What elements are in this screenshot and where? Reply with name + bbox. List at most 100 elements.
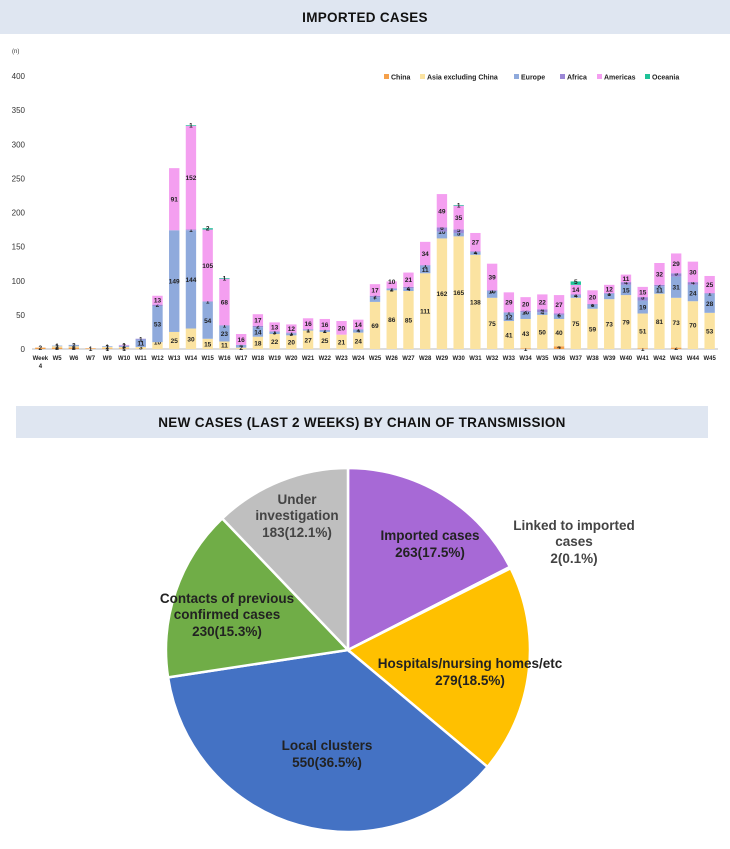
bar-value-label: 24	[355, 338, 363, 345]
bar-value-label: 40	[555, 330, 563, 337]
bar-segment-europe	[704, 293, 715, 313]
bar-segment-asia-excluding-china	[135, 346, 146, 349]
legend-label: Africa	[567, 75, 587, 82]
x-tick-label: W11	[135, 356, 148, 362]
bar-value-label: 79	[622, 320, 630, 327]
bar-segment-africa	[319, 329, 330, 331]
x-tick-label: W10	[118, 356, 131, 362]
bar-segment-china	[35, 347, 46, 349]
bar-segment-africa	[587, 303, 598, 305]
bar-value-label: 1	[223, 276, 227, 283]
bar-segment-europe	[637, 300, 648, 314]
bar-segment-asia-excluding-china	[570, 297, 581, 349]
x-tick-label: W24	[352, 356, 365, 362]
x-tick-label: W41	[637, 356, 650, 362]
bar-segment-americas	[486, 263, 498, 291]
bar-value-label: 4	[356, 327, 360, 334]
bar-value-label: 75	[489, 321, 497, 328]
bar-value-label: 91	[171, 197, 179, 204]
bar-segment-americas	[436, 194, 448, 228]
bar-segment-asia-excluding-china	[420, 273, 431, 349]
bar-segment-asia-excluding-china	[286, 335, 297, 349]
x-tick-label: W31	[469, 356, 482, 362]
bar-value-label: 11	[422, 267, 429, 274]
bar-segment-europe	[353, 329, 364, 333]
x-tick-label: W17	[235, 356, 248, 362]
bar-value-label: 2	[674, 345, 678, 352]
bar-value-label: 24	[689, 291, 697, 298]
y-tick-label: 0	[21, 345, 26, 354]
bar-value-label: 2	[122, 343, 126, 350]
bar-segment-europe	[620, 284, 632, 296]
bar-segment-africa	[386, 288, 397, 289]
bar-value-label: 16	[321, 322, 329, 329]
bar-segment-oceania	[219, 278, 230, 279]
bar-value-label: 1	[490, 288, 494, 295]
bar-segment-africa	[604, 293, 615, 294]
bar-value-label: 15	[622, 287, 630, 294]
bar-segment-asia-excluding-china	[68, 346, 80, 348]
bar-value-label: 6	[591, 302, 595, 309]
transmission-chart-title: NEW CASES (LAST 2 WEEKS) BY CHAIN OF TRA…	[16, 406, 708, 438]
bar-segment-china	[102, 348, 113, 349]
bar-segment-europe	[587, 304, 598, 309]
bar-value-label: 165	[453, 290, 464, 297]
bar-segment-europe	[169, 230, 180, 332]
x-tick-label: W9	[103, 356, 113, 362]
bar-segment-americas	[319, 318, 330, 330]
bar-segment-asia-excluding-china	[169, 331, 180, 349]
bar-segment-africa	[353, 329, 364, 330]
bar-value-label: 12	[288, 326, 296, 333]
bar-segment-africa	[269, 331, 280, 332]
bar-value-label: 5	[457, 227, 461, 234]
x-tick-label: W35	[536, 356, 549, 362]
y-tick-label: 150	[12, 243, 26, 252]
x-tick-label: W27	[402, 356, 415, 362]
bar-value-label: 5	[457, 230, 461, 237]
bar-value-label: 1	[708, 291, 712, 298]
bar-segment-china	[68, 347, 80, 349]
x-tick-label: W23	[335, 356, 348, 362]
pie-slice-value: 550(36.5%)	[292, 755, 362, 770]
bar-segment-asia-excluding-china	[386, 290, 397, 349]
x-tick-label: W18	[252, 356, 265, 362]
bar-value-label: 22	[539, 299, 547, 306]
pie-slice-label: Local clusters	[282, 738, 373, 753]
y-tick-label: 400	[12, 72, 26, 81]
bar-segment-africa	[302, 329, 314, 330]
x-tick-label: W6	[69, 356, 79, 362]
bar-value-label: 138	[470, 299, 481, 306]
bar-value-label: 1	[105, 344, 109, 351]
x-tick-label: 4	[39, 364, 43, 368]
x-tick-label: W5	[53, 356, 63, 362]
bar-segment-europe	[486, 290, 498, 298]
bar-value-label: 29	[505, 300, 513, 307]
bar-segment-asia-excluding-china	[302, 330, 314, 349]
bar-value-label: 22	[271, 339, 279, 346]
bar-segment-africa	[486, 290, 498, 291]
bar-segment-europe	[436, 231, 448, 239]
bar-value-label: 5	[641, 295, 645, 302]
bar-segment-europe	[269, 331, 280, 334]
bar-value-label: 19	[639, 305, 647, 312]
pie-slice-label: Imported cases	[380, 528, 479, 543]
bar-value-label: 1	[306, 327, 310, 334]
bar-segment-asia-excluding-china	[620, 295, 632, 349]
bar-value-label: 32	[656, 271, 664, 278]
bar-value-label: 50	[539, 329, 547, 336]
legend-label: Americas	[604, 75, 636, 82]
bar-segment-asia-excluding-china	[403, 290, 414, 349]
bar-segment-asia-excluding-china	[654, 293, 665, 349]
pie-slice-value: 183(12.1%)	[262, 525, 332, 540]
bar-segment-americas	[185, 125, 197, 230]
bar-value-label: 2	[256, 323, 260, 330]
bar-segment-americas	[252, 314, 264, 326]
bar-value-label: 21	[405, 277, 413, 284]
bar-segment-americas	[219, 278, 230, 326]
bar-value-label: 3	[273, 329, 277, 336]
bar-segment-europe	[135, 339, 146, 347]
bar-segment-africa	[202, 301, 213, 302]
bar-segment-americas	[302, 318, 314, 330]
bar-value-label: 1	[323, 327, 327, 334]
